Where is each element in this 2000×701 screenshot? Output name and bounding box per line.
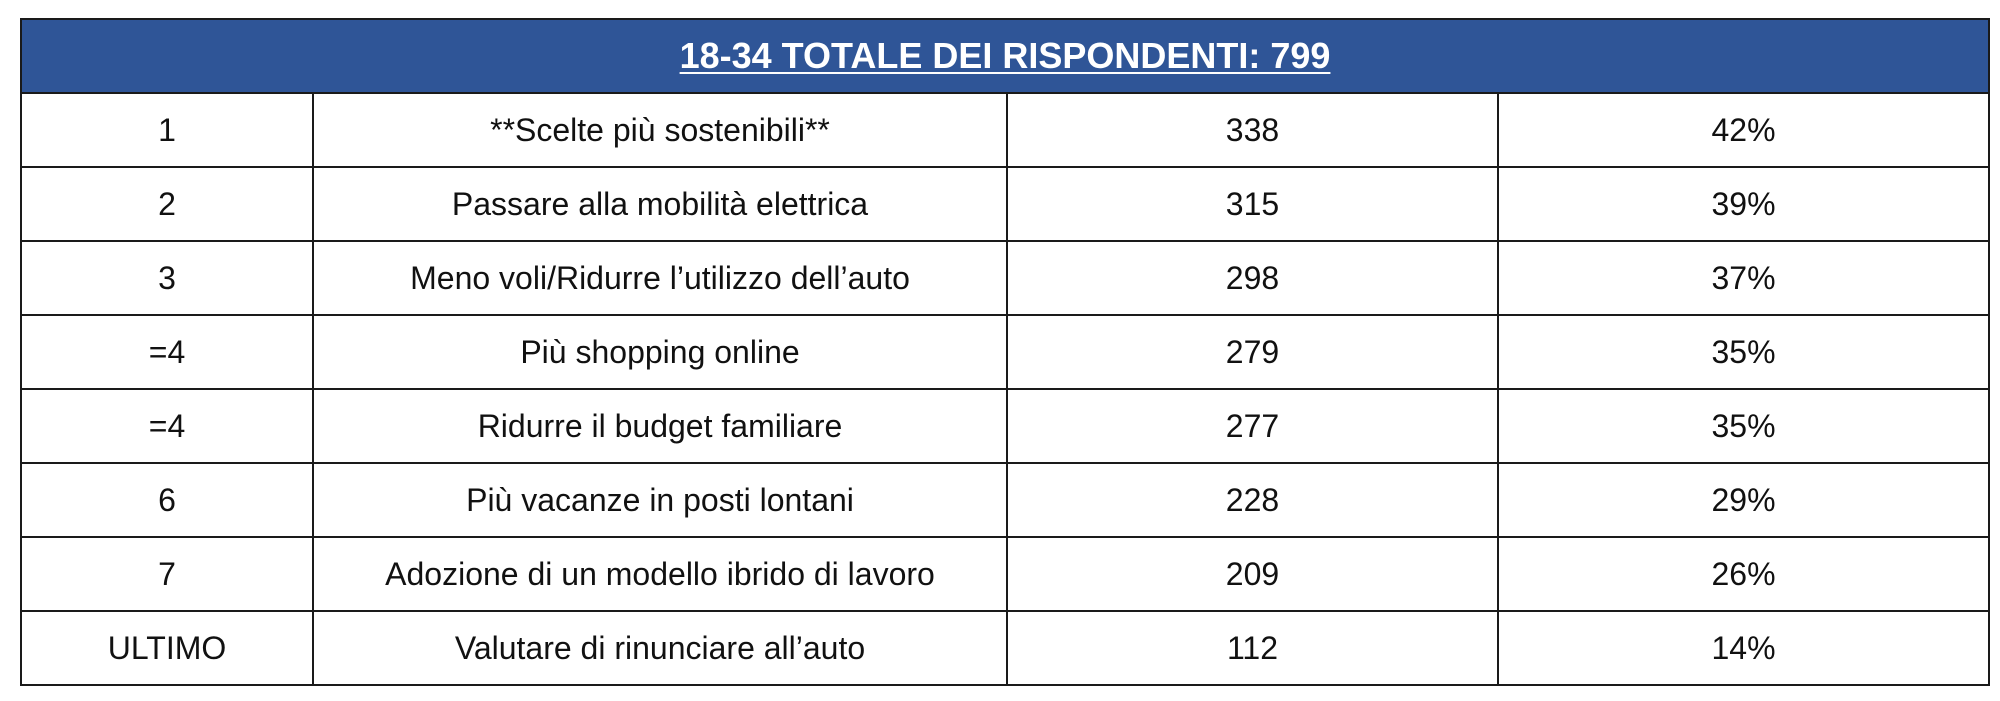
table-row: 3 Meno voli/Ridurre l’utilizzo dell’auto 2… [20,240,1991,316]
label-cell: Ridurre il budget familiare [312,388,1008,464]
count-cell: 298 [1006,240,1499,316]
count-cell: 112 [1006,610,1499,686]
table-row: 2 Passare alla mobilità elettrica 315 39% [20,166,1991,242]
count-cell: 228 [1006,462,1499,538]
label-cell: Passare alla mobilità elettrica [312,166,1008,242]
count-cell: 277 [1006,388,1499,464]
label-cell: Valutare di rinunciare all’auto [312,610,1008,686]
table-header-row: 18-34 TOTALE DEI RISPONDENTI: 799 [19,18,1991,94]
table-row: 1 **Scelte più sostenibili** 338 42% [20,92,1991,168]
rank-cell: 6 [20,462,314,538]
percent-cell: 14% [1496,610,1991,686]
count-cell: 279 [1006,314,1499,390]
table-title: 18-34 TOTALE DEI RISPONDENTI: 799 [19,18,1991,94]
rank-cell: =4 [20,314,314,390]
table-title-text: 18-34 TOTALE DEI RISPONDENTI: 799 [679,35,1331,76]
table-row: =4 Ridurre il budget familiare 277 35% [20,388,1991,464]
count-cell: 338 [1006,92,1499,168]
count-cell: 209 [1006,536,1499,612]
label-cell: Meno voli/Ridurre l’utilizzo dell’auto [312,240,1008,316]
percent-cell: 35% [1496,388,1991,464]
label-cell: **Scelte più sostenibili** [312,92,1008,168]
table-row: ULTIMO Valutare di rinunciare all’auto 112… [20,610,1991,686]
percent-cell: 35% [1496,314,1991,390]
percent-cell: 29% [1496,462,1991,538]
rank-cell: ULTIMO [20,610,314,686]
percent-cell: 26% [1496,536,1991,612]
table-row: 7 Adozione di un modello ibrido di lavoro… [20,536,1991,612]
results-table: 18-34 TOTALE DEI RISPONDENTI: 799 1 **Sce… [19,18,1991,686]
table-row: 6 Più vacanze in posti lontani 228 29% [20,462,1991,538]
results-table-container: 18-34 TOTALE DEI RISPONDENTI: 799 1 **Sce… [19,18,1991,686]
table-body: 1 **Scelte più sostenibili** 338 42% 2 Passar… [20,92,1991,686]
percent-cell: 37% [1496,240,1991,316]
label-cell: Adozione di un modello ibrido di lavoro [312,536,1008,612]
percent-cell: 39% [1496,166,1991,242]
count-cell: 315 [1006,166,1499,242]
rank-cell: 3 [20,240,314,316]
label-cell: Più shopping online [312,314,1008,390]
rank-cell: =4 [20,388,314,464]
rank-cell: 1 [20,92,314,168]
rank-cell: 7 [20,536,314,612]
percent-cell: 42% [1496,92,1991,168]
rank-cell: 2 [20,166,314,242]
label-cell: Più vacanze in posti lontani [312,462,1008,538]
table-row: =4 Più shopping online 279 35% [20,314,1991,390]
